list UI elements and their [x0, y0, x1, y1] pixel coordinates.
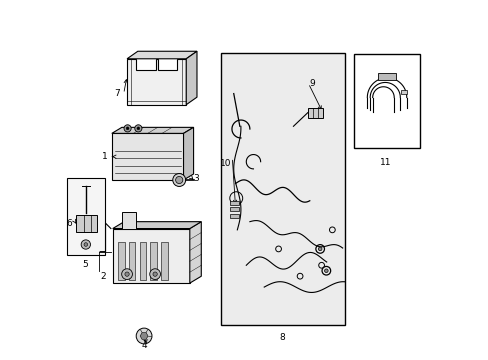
Circle shape	[153, 272, 157, 276]
Polygon shape	[140, 333, 148, 339]
Text: 2: 2	[100, 272, 105, 281]
Bar	[353, 54, 419, 148]
Bar	[128, 242, 135, 280]
Bar	[67, 178, 104, 255]
Polygon shape	[189, 222, 201, 283]
Bar	[221, 53, 344, 325]
Polygon shape	[112, 127, 193, 134]
Circle shape	[318, 247, 321, 251]
Text: 8: 8	[279, 333, 285, 342]
Bar	[377, 73, 395, 80]
Circle shape	[84, 243, 87, 246]
Circle shape	[81, 240, 90, 249]
Circle shape	[136, 328, 152, 344]
Polygon shape	[127, 59, 186, 105]
Bar	[230, 213, 239, 218]
Text: 4: 4	[141, 341, 146, 350]
Circle shape	[122, 269, 132, 279]
Bar	[112, 134, 183, 180]
Circle shape	[172, 174, 185, 186]
Polygon shape	[183, 127, 193, 180]
Text: 11: 11	[380, 158, 391, 167]
Bar	[161, 242, 167, 280]
Polygon shape	[112, 222, 201, 229]
Circle shape	[126, 127, 129, 130]
Text: 9: 9	[309, 79, 315, 88]
Bar	[150, 242, 157, 280]
Bar	[122, 212, 135, 229]
Circle shape	[124, 125, 131, 132]
Text: 6: 6	[66, 219, 72, 228]
Circle shape	[137, 127, 140, 130]
Bar	[76, 215, 97, 232]
Text: 5: 5	[82, 260, 88, 269]
Bar	[118, 242, 124, 280]
Circle shape	[149, 269, 160, 279]
Bar	[401, 90, 406, 94]
Text: 10: 10	[220, 159, 231, 168]
Text: 7: 7	[114, 89, 120, 98]
Bar	[112, 229, 189, 283]
Polygon shape	[186, 51, 197, 105]
Polygon shape	[127, 51, 197, 59]
Circle shape	[135, 125, 142, 132]
Circle shape	[124, 272, 129, 276]
Bar	[139, 242, 146, 280]
Circle shape	[324, 269, 327, 273]
Bar	[230, 207, 239, 211]
Text: 1: 1	[102, 152, 107, 161]
Circle shape	[175, 176, 183, 184]
Bar	[230, 201, 239, 205]
Text: 3: 3	[193, 174, 199, 183]
Bar	[307, 108, 322, 118]
